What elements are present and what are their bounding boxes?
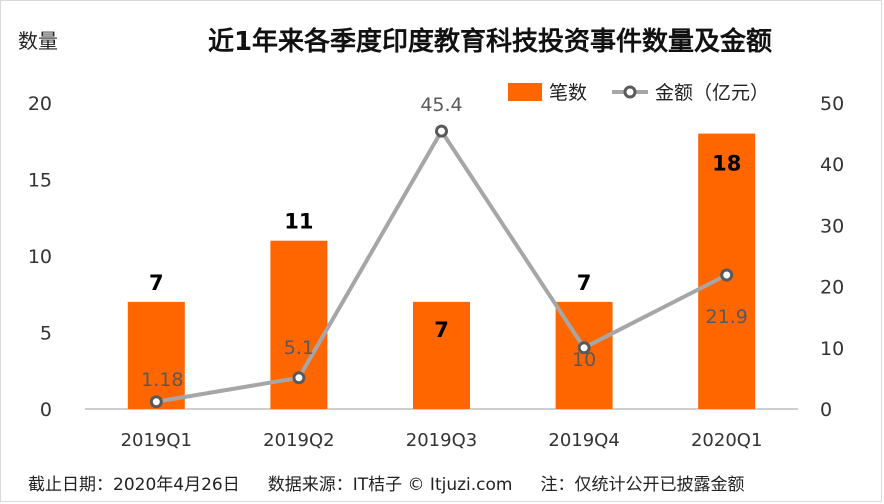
right-tick-10: 10 bbox=[820, 338, 844, 360]
bar-label-2019Q1: 7 bbox=[149, 271, 164, 295]
legend-line-label: 金额（亿元） bbox=[655, 82, 769, 104]
bar-2019Q3 bbox=[413, 301, 470, 409]
line-label-2020Q1: 21.9 bbox=[706, 306, 748, 328]
chart-title: 近1年来各季度印度教育科技投资事件数量及金额 bbox=[208, 26, 772, 57]
left-tick-0: 0 bbox=[40, 399, 52, 421]
bar-label-2019Q2: 11 bbox=[284, 210, 313, 234]
bar-label-2019Q3: 7 bbox=[434, 318, 449, 342]
right-tick-40: 40 bbox=[820, 154, 844, 176]
footer-note: 注：仅统计公开已披露金额 bbox=[540, 475, 745, 495]
footer-source: 数据来源：IT桔子 © Itjuzi.com bbox=[267, 475, 513, 495]
line-label-2019Q4: 10 bbox=[572, 349, 596, 371]
x-tick-2020Q1: 2020Q1 bbox=[691, 430, 762, 451]
legend-bar-swatch bbox=[508, 83, 542, 101]
x-tick-2019Q2: 2019Q2 bbox=[263, 430, 334, 451]
line-point-2019Q1 bbox=[149, 395, 163, 409]
left-tick-5: 5 bbox=[40, 323, 52, 345]
footer: 截止日期：2020年4月26日 数据来源：IT桔子 © Itjuzi.com 注：仅… bbox=[28, 470, 772, 495]
bar-label-2019Q4: 7 bbox=[577, 271, 592, 295]
right-tick-20: 20 bbox=[820, 277, 844, 299]
bar-label-2020Q1: 18 bbox=[712, 152, 741, 176]
line-point-2019Q2 bbox=[292, 371, 306, 385]
line-label-2019Q1: 1.18 bbox=[141, 369, 183, 391]
right-tick-0: 0 bbox=[820, 399, 832, 421]
left-axis-label: 数量 bbox=[18, 29, 58, 53]
line-label-2019Q3: 45.4 bbox=[420, 94, 462, 116]
bar-2019Q1 bbox=[127, 301, 185, 409]
legend: 笔数 金额（亿元） bbox=[508, 82, 769, 104]
x-tick-2019Q3: 2019Q3 bbox=[406, 430, 477, 451]
right-tick-30: 30 bbox=[820, 215, 844, 237]
left-tick-10: 10 bbox=[28, 246, 52, 268]
legend-bar-label: 笔数 bbox=[549, 82, 587, 104]
line-label-2019Q2: 5.1 bbox=[284, 337, 314, 359]
x-tick-2019Q4: 2019Q4 bbox=[548, 430, 619, 451]
right-tick-50: 50 bbox=[820, 93, 844, 115]
x-tick-2019Q1: 2019Q1 bbox=[121, 430, 192, 451]
left-tick-20: 20 bbox=[28, 93, 52, 115]
line-point-2020Q1 bbox=[720, 268, 734, 282]
legend-line-marker bbox=[623, 85, 637, 99]
line-point-2019Q3 bbox=[435, 124, 448, 138]
left-tick-15: 15 bbox=[28, 170, 52, 192]
line-point-2019Q4 bbox=[577, 341, 591, 355]
footer-date: 截止日期：2020年4月26日 bbox=[28, 475, 240, 495]
